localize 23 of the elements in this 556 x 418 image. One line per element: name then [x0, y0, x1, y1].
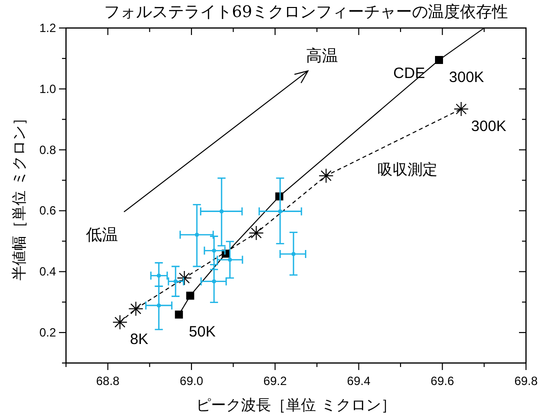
annotation: 8K [130, 331, 148, 348]
x-tick-label: 68.8 [96, 374, 120, 388]
series-label: CDE [393, 65, 425, 82]
annotation: 300K [449, 68, 484, 86]
y-tick-label: 0.6 [39, 204, 56, 218]
y-tick-label: 1.0 [39, 82, 56, 96]
y-tick-label: 0.8 [39, 142, 56, 157]
annotation: 低温 [86, 224, 118, 244]
x-tick-label: 69.4 [347, 374, 371, 388]
annotation: 高温 [306, 46, 338, 65]
series-label: 吸収測定 [378, 160, 438, 178]
x-tick-label: 69.8 [514, 374, 538, 388]
x-tick-label: 69.6 [430, 374, 454, 388]
chart-title: フォルステライト69ミクロンフィーチャーの温度依存性 [104, 2, 508, 21]
y-tick-label: 1.2 [39, 21, 56, 35]
x-tick-label: 69.0 [180, 374, 204, 388]
annotation: 300K [471, 118, 506, 136]
annotation: 50K [188, 324, 216, 341]
y-axis-title: 半値幅［単位 ミクロン］ [10, 110, 28, 280]
y-tick-label: 0.2 [39, 326, 56, 340]
x-tick-label: 69.2 [263, 374, 288, 388]
y-tick-label: 0.4 [39, 264, 56, 279]
x-axis-title: ピーク波長［単位 ミクロン］ [196, 396, 396, 414]
